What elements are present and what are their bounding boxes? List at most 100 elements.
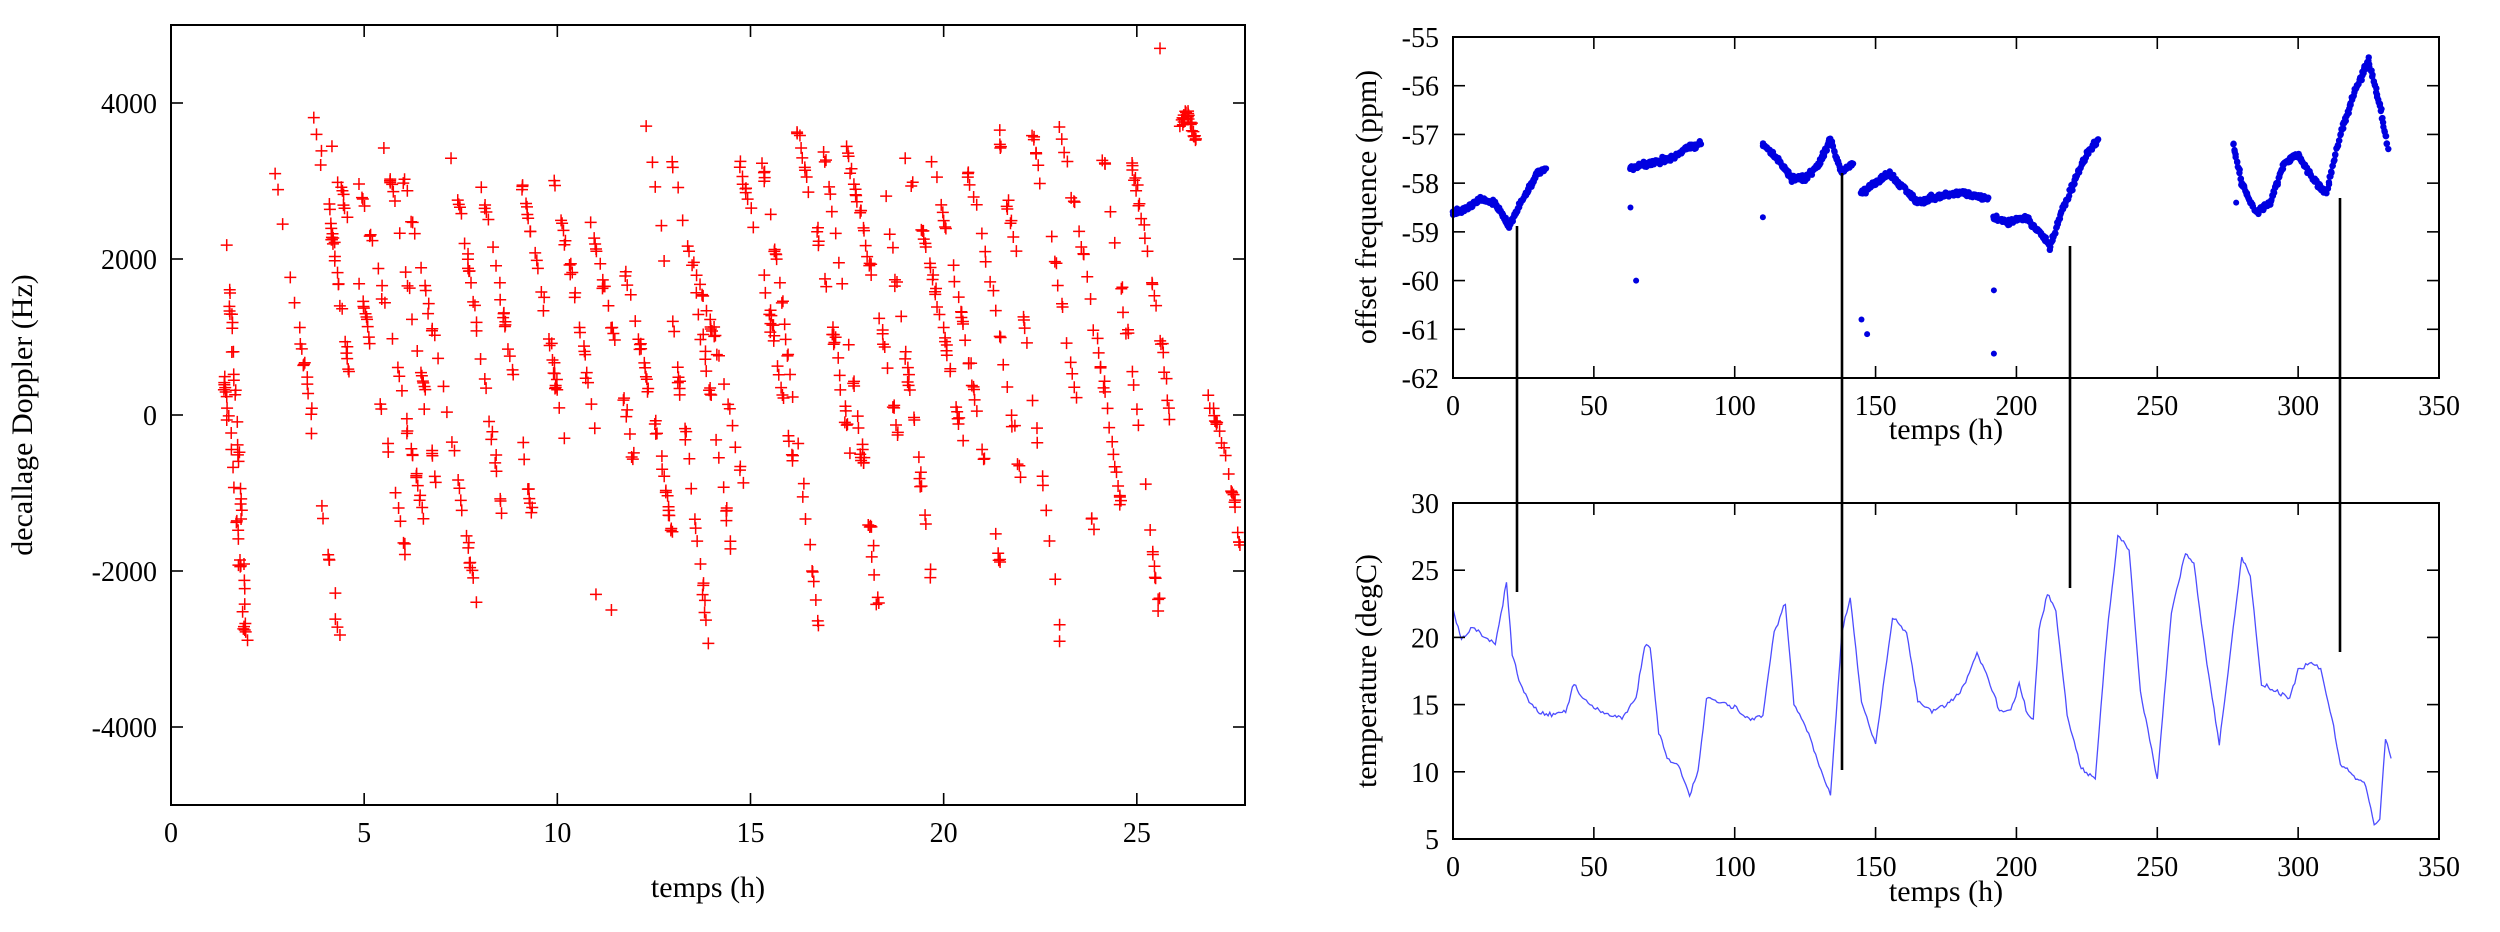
doppler-point: [331, 266, 344, 279]
doppler-x-tick-label: 20: [930, 818, 958, 849]
frequency-offset-point: [1864, 331, 1871, 338]
frequency-offset-x-tick-label: 200: [1995, 391, 2037, 422]
doppler-point: [680, 425, 693, 438]
doppler-point: [230, 516, 243, 529]
doppler-point: [372, 262, 385, 275]
doppler-point: [699, 614, 712, 627]
doppler-point: [776, 388, 789, 401]
doppler-point: [915, 223, 928, 236]
doppler-point: [1133, 197, 1146, 210]
doppler-point: [786, 390, 799, 403]
doppler-point: [553, 401, 566, 414]
doppler-point: [984, 275, 997, 288]
doppler-point: [223, 283, 236, 296]
doppler-point: [1106, 435, 1119, 448]
doppler-point: [397, 177, 410, 190]
frequency-offset-y-tick-label: -55: [1402, 23, 1439, 54]
doppler-point: [685, 482, 698, 495]
doppler-point: [849, 183, 862, 196]
doppler-point: [341, 352, 354, 365]
doppler-point: [1004, 217, 1017, 230]
doppler-point: [666, 525, 679, 538]
doppler-point: [1026, 394, 1039, 407]
doppler-point: [967, 191, 980, 204]
doppler-point: [605, 604, 618, 616]
doppler-point: [238, 598, 251, 611]
doppler-point: [517, 436, 530, 449]
doppler-point: [759, 286, 772, 299]
doppler-point: [298, 356, 311, 369]
doppler-point: [223, 300, 236, 313]
doppler-point: [1055, 133, 1068, 146]
doppler-point: [301, 371, 314, 384]
doppler-point: [418, 403, 431, 416]
frequency-offset-point: [1823, 147, 1830, 154]
frequency-offset-ticks: 0 50 100 150 200 250 300 350 -62 -61 -60 -59 -58 -57 -…: [1402, 23, 2460, 422]
frequency-offset-point: [2065, 192, 2073, 200]
doppler-point: [468, 299, 481, 312]
doppler-point: [624, 288, 637, 301]
doppler-point: [914, 466, 927, 479]
doppler-point: [558, 432, 571, 445]
doppler-point: [1108, 460, 1121, 473]
doppler-point: [970, 405, 983, 418]
doppler-point: [225, 443, 238, 456]
doppler-point: [817, 146, 830, 159]
temperature-y-axis-label: temperature (degC): [1350, 554, 1383, 788]
doppler-point: [1049, 573, 1062, 586]
doppler-point: [855, 454, 868, 467]
doppler-point: [700, 365, 713, 378]
doppler-point: [855, 204, 868, 217]
doppler-point: [470, 324, 483, 337]
doppler-point: [825, 205, 838, 218]
doppler-point: [238, 624, 251, 637]
doppler-point: [658, 254, 671, 267]
frequency-offset-chart: 0 50 100 150 200 250 300 350 -62 -61 -60 -59 -58 -57 -…: [1350, 23, 2460, 446]
doppler-point: [269, 167, 282, 180]
doppler-point: [865, 268, 878, 281]
frequency-offset-y-tick-label: -57: [1402, 120, 1439, 151]
temperature-x-tick-label: 300: [2277, 852, 2319, 883]
doppler-point: [445, 436, 458, 449]
doppler-point: [1130, 184, 1143, 197]
doppler-point: [679, 433, 692, 446]
doppler-point: [659, 484, 672, 497]
doppler-point: [649, 180, 662, 193]
doppler-point: [1005, 420, 1018, 433]
doppler-point: [1018, 322, 1031, 335]
doppler-point: [1043, 534, 1056, 547]
doppler-point: [862, 518, 875, 531]
frequency-offset-point: [2366, 61, 2373, 68]
doppler-point: [1182, 112, 1195, 125]
doppler-point: [833, 369, 846, 382]
doppler-point: [1126, 156, 1139, 169]
doppler-point: [1045, 230, 1058, 243]
doppler-point: [666, 161, 679, 174]
doppler-point: [408, 227, 421, 240]
doppler-point: [639, 370, 652, 383]
doppler-point: [994, 141, 1007, 154]
doppler-point: [235, 504, 248, 517]
doppler-point: [824, 188, 837, 201]
doppler-y-tick-label: 2000: [101, 245, 157, 276]
doppler-point: [548, 174, 561, 187]
doppler-point: [627, 446, 640, 459]
doppler-point: [395, 384, 408, 397]
doppler-point: [672, 181, 685, 194]
doppler-point: [234, 482, 247, 495]
doppler-point: [1162, 402, 1175, 415]
doppler-point: [336, 302, 349, 315]
frequency-offset-point: [2051, 229, 2059, 237]
doppler-point: [1010, 245, 1023, 258]
doppler-point: [494, 492, 507, 505]
doppler-point: [962, 357, 975, 370]
doppler-point: [671, 361, 684, 374]
doppler-point: [1139, 478, 1152, 491]
doppler-point: [829, 331, 842, 344]
doppler-point: [697, 328, 710, 341]
doppler-x-tick-label: 10: [543, 818, 571, 849]
frequency-offset-y-tick-label: -61: [1402, 315, 1439, 346]
doppler-point: [1144, 523, 1157, 536]
doppler-point: [1007, 231, 1020, 244]
doppler-point: [406, 448, 419, 461]
